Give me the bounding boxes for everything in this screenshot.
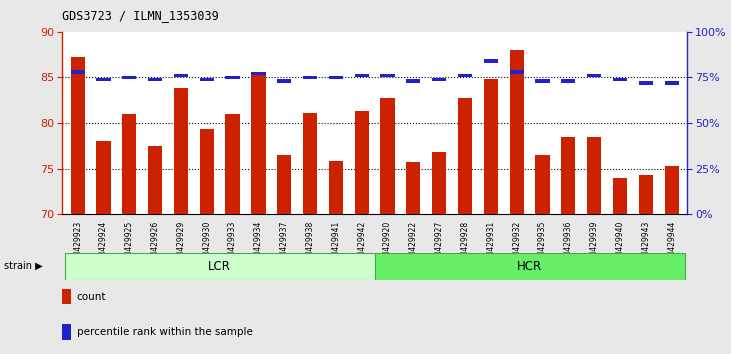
Bar: [587, 74, 602, 77]
Bar: [458, 74, 472, 77]
Bar: [484, 79, 498, 214]
Bar: [122, 76, 137, 79]
Bar: [122, 114, 137, 214]
Bar: [664, 81, 679, 85]
Bar: [251, 75, 265, 214]
Bar: [303, 113, 317, 214]
Bar: [225, 76, 240, 79]
Bar: [664, 166, 679, 214]
Bar: [277, 155, 292, 214]
Bar: [329, 76, 343, 79]
Bar: [355, 74, 369, 77]
Bar: [613, 78, 627, 81]
Bar: [613, 178, 627, 214]
Bar: [535, 155, 550, 214]
Bar: [561, 80, 575, 83]
Bar: [458, 98, 472, 214]
Bar: [277, 80, 292, 83]
Bar: [70, 70, 85, 74]
FancyBboxPatch shape: [65, 253, 374, 280]
Bar: [535, 80, 550, 83]
Bar: [406, 80, 420, 83]
Bar: [380, 98, 395, 214]
Bar: [96, 141, 110, 214]
Bar: [484, 59, 498, 63]
Bar: [148, 78, 162, 81]
Bar: [148, 146, 162, 214]
Bar: [432, 78, 447, 81]
Bar: [380, 74, 395, 77]
Bar: [432, 152, 447, 214]
Bar: [174, 74, 188, 77]
Bar: [510, 50, 524, 214]
Bar: [510, 70, 524, 74]
Bar: [174, 88, 188, 214]
Text: GDS3723 / ILMN_1353039: GDS3723 / ILMN_1353039: [62, 9, 219, 22]
Bar: [70, 57, 85, 214]
Text: percentile rank within the sample: percentile rank within the sample: [77, 327, 253, 337]
Bar: [561, 137, 575, 214]
FancyBboxPatch shape: [374, 253, 684, 280]
Bar: [200, 130, 214, 214]
Bar: [639, 175, 653, 214]
Bar: [225, 114, 240, 214]
Text: count: count: [77, 292, 106, 302]
Text: LCR: LCR: [208, 260, 231, 273]
Bar: [329, 161, 343, 214]
Bar: [96, 78, 110, 81]
Bar: [303, 76, 317, 79]
Bar: [587, 137, 602, 214]
Bar: [355, 111, 369, 214]
Bar: [200, 78, 214, 81]
Bar: [406, 162, 420, 214]
Bar: [251, 72, 265, 75]
Bar: [639, 81, 653, 85]
Text: strain ▶: strain ▶: [4, 261, 42, 271]
Text: HCR: HCR: [517, 260, 542, 273]
